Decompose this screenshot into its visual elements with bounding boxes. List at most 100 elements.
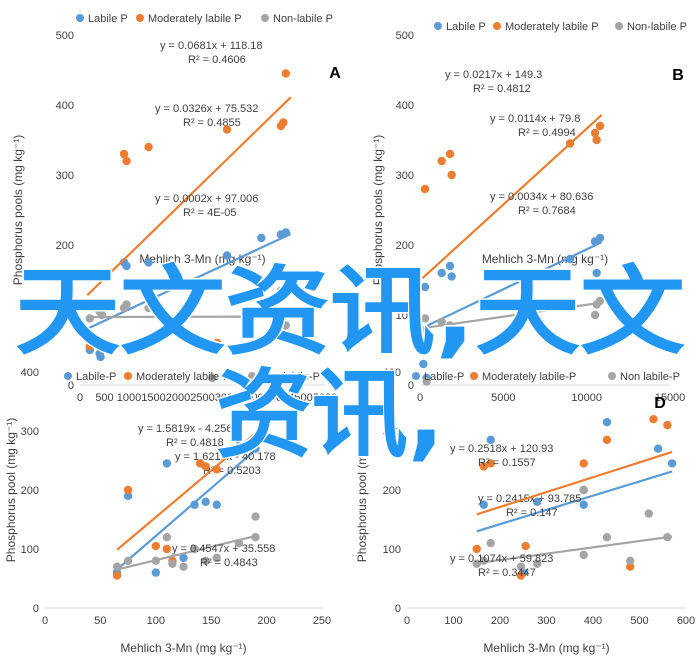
data-point	[251, 512, 260, 521]
data-point	[420, 314, 430, 323]
data-point	[222, 370, 232, 379]
legend-entry: Labile P	[88, 13, 128, 25]
trendline-equation: y = 0.2415x + 93.785	[478, 493, 581, 505]
data-point	[419, 359, 428, 369]
x-tick-label: 0	[42, 615, 48, 627]
data-point	[420, 184, 430, 194]
data-point	[445, 149, 455, 159]
y-tick-label: 100	[56, 310, 74, 322]
x-tick-label: 600	[677, 615, 695, 627]
legend-entry: Moderately labile-P	[136, 371, 230, 383]
legend-marker	[434, 22, 442, 30]
data-point	[592, 135, 601, 145]
legend-marker	[261, 14, 269, 22]
data-point	[602, 417, 612, 427]
series-non-labile: y = 0.1074x + 59.823 R² = 0.3447	[450, 485, 673, 579]
data-point	[234, 538, 244, 548]
legend-entry: Non-labile P	[627, 21, 687, 33]
data-point	[144, 142, 153, 152]
data-point	[437, 268, 446, 278]
y-tick-label: 400	[21, 367, 39, 379]
y-tick-label: 0	[33, 603, 39, 615]
y-tick-label: 500	[56, 30, 74, 42]
trendline-r2: R² = 4E-05	[183, 207, 237, 219]
data-point	[122, 300, 131, 309]
watermark: 天文资讯,天文资讯,	[14, 255, 687, 473]
x-tick-label: 300	[537, 615, 555, 627]
x-tick-label: 50	[94, 615, 106, 627]
data-point	[123, 556, 133, 565]
x-axis-title: Mehlich 3-Mn (mg kg⁻¹)	[483, 641, 609, 655]
trendline	[116, 534, 256, 571]
data-point	[663, 533, 672, 542]
legend-entry: Labile-P	[424, 371, 464, 383]
data-point	[472, 544, 481, 554]
data-point	[234, 432, 244, 442]
trendline-equation: y = 0.0034x + 80.636	[490, 191, 593, 203]
data-point	[565, 254, 575, 264]
x-tick-label: 4000	[264, 392, 288, 404]
data-point	[222, 125, 232, 134]
data-point	[208, 373, 217, 383]
y-tick-label: 0	[395, 603, 401, 615]
legend-entry: Labile P	[446, 21, 486, 33]
data-point	[595, 121, 605, 131]
x-tick-label: 2000	[166, 392, 190, 404]
data-point	[97, 338, 107, 348]
data-point	[162, 533, 172, 542]
y-axis-title: Phosphorus pools (mg kg⁻¹)	[11, 135, 25, 285]
data-point	[179, 553, 188, 563]
y-tick-label: 500	[396, 30, 414, 42]
x-tick-label: 3000	[215, 392, 239, 404]
data-point	[579, 485, 588, 495]
y-tick-label: 300	[396, 170, 414, 182]
x-tick-label: 500	[630, 615, 648, 627]
trendline	[87, 315, 291, 319]
data-point	[279, 118, 288, 127]
trendline	[476, 470, 673, 533]
x-tick-label: 1000	[117, 392, 141, 404]
legend-marker	[124, 372, 132, 380]
data-point	[419, 338, 428, 348]
y-tick-label: 200	[396, 240, 414, 252]
x-axis-title: Mehlich 3-Mn (mg kg⁻¹)	[120, 641, 246, 655]
data-point	[447, 272, 456, 281]
y-tick-label: 300	[383, 426, 401, 438]
watermark-line-1: 天文资讯,天文	[15, 256, 685, 368]
data-point	[168, 559, 177, 568]
series-non-labile: y = 0.0034x + 80.636 R² = 0.7684	[419, 191, 605, 386]
trendline-equation: y = 0.1074x + 59.823	[450, 553, 553, 565]
data-point	[281, 228, 290, 237]
data-point	[213, 338, 222, 348]
y-tick-label: 200	[56, 240, 74, 252]
x-tick-label: 3500	[239, 392, 263, 404]
y-tick-label: 400	[396, 100, 414, 112]
legend-entry: Moderately labile-P	[482, 371, 576, 383]
data-point	[595, 233, 605, 243]
data-point	[85, 342, 95, 351]
data-point	[437, 156, 446, 166]
trendline-r2: R² = 0.4812	[473, 83, 531, 95]
trendline	[476, 535, 673, 565]
legend-marker	[493, 22, 501, 30]
data-point	[486, 435, 495, 445]
x-tick-label: 200	[257, 615, 275, 627]
legend-entry: Moderately labile P	[505, 21, 599, 33]
data-point	[579, 459, 588, 468]
x-tick-label: 1500	[141, 392, 165, 404]
data-point	[486, 459, 495, 468]
trendline-r2: R² = 0.4855	[183, 117, 241, 129]
trendline-r2: R² = 0.4843	[200, 557, 258, 569]
data-point	[112, 571, 122, 580]
data-point	[123, 485, 133, 495]
x-tick-label: 15000	[655, 392, 686, 404]
x-tick-label: 0	[417, 392, 423, 404]
x-tick-label: 150	[202, 615, 220, 627]
y-tick-label: 300	[21, 426, 39, 438]
data-point	[590, 310, 600, 320]
y-tick-label: 400	[56, 100, 74, 112]
data-point	[422, 345, 431, 355]
trendline	[86, 233, 292, 330]
data-point	[579, 500, 588, 509]
data-point	[422, 377, 431, 386]
